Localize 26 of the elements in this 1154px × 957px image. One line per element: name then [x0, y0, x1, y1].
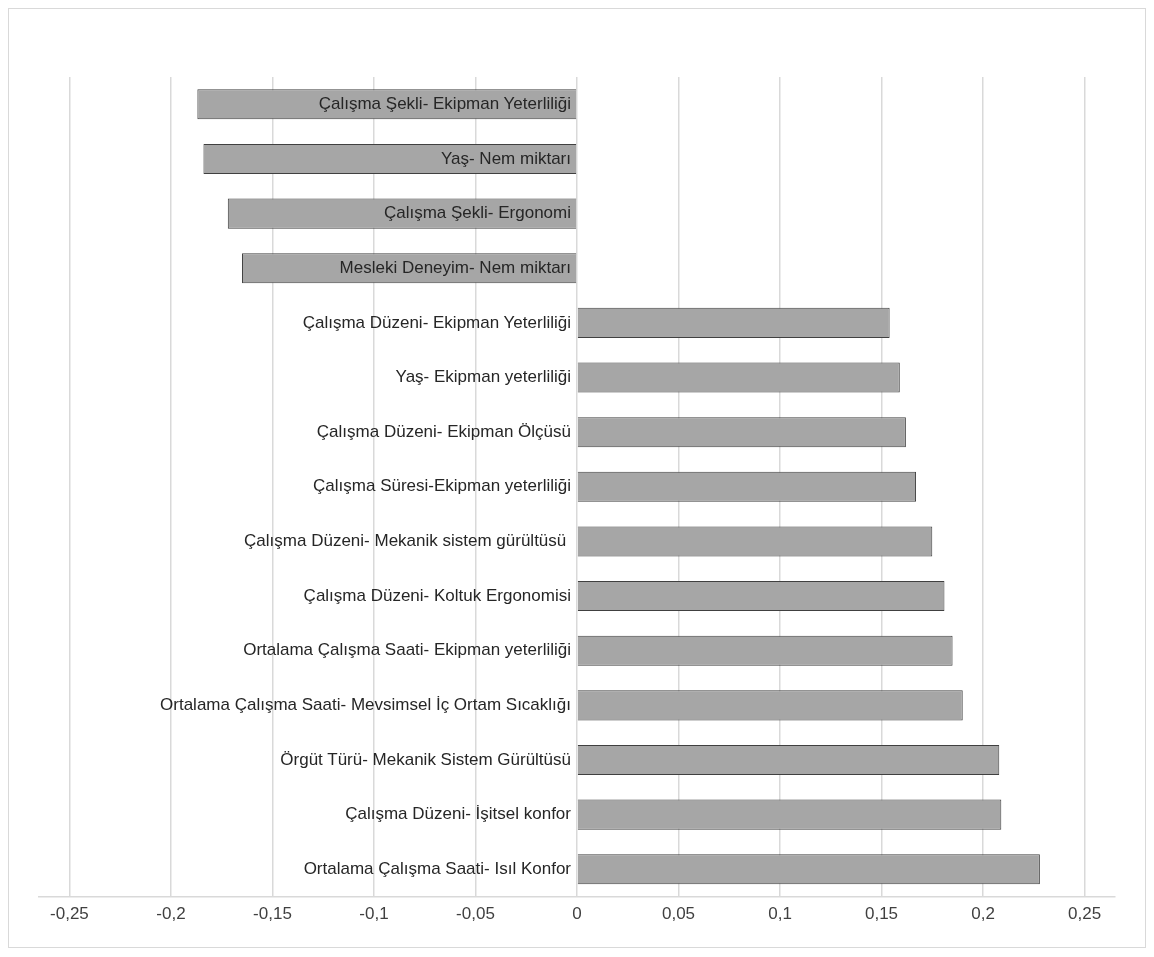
y-tick-label: Ortalama Çalışma Saati- Mevsimsel İç Ortam Sıcaklığı: [160, 695, 571, 715]
x-tick-label: 0,1: [768, 904, 792, 924]
x-tick-label: -0,1: [359, 904, 389, 924]
x-tick-label: -0,25: [50, 904, 89, 924]
y-tick-label: Yaş- Nem miktarı: [440, 148, 571, 168]
y-tick-label: Çalışma Şekli- Ergonomi: [383, 203, 571, 223]
x-tick-label: 0,05: [661, 904, 696, 924]
y-tick-label: Çalışma Şekli- Ekipman Yeterliliği: [318, 94, 571, 114]
y-tick-label: Çalışma Düzeni- Ekipman Ölçüsü: [316, 421, 571, 441]
x-tick-label: 0: [572, 904, 582, 924]
y-tick-label: Örgüt Türü- Mekanik Sistem Gürültüsü: [280, 749, 571, 769]
y-tick-label: Ortalama Çalışma Saati- Ekipman yeterliliği: [243, 640, 571, 660]
y-tick-label: Çalışma Süresi-Ekipman yeterliliği: [313, 476, 571, 496]
y-tick-label: Çalışma Düzeni- Ekipman Yeterliliği: [302, 312, 571, 332]
y-tick-label: Ortalama Çalışma Saati- Isıl Konfor: [303, 858, 572, 878]
x-tick-label: -0,15: [253, 904, 292, 924]
x-tick-label: -0,05: [456, 904, 495, 924]
y-tick-label: Yaş- Ekipman yeterliliği: [395, 367, 571, 387]
y-tick-label: Mesleki Deneyim- Nem miktarı: [339, 257, 571, 277]
y-tick-label: Çalışma Düzeni- Koltuk Ergonomisi: [303, 585, 571, 605]
x-tick-label: -0,2: [156, 904, 186, 924]
y-tick-label: Çalışma Düzeni- Mekanik sistem gürültüsü: [244, 531, 571, 551]
x-tick-label: 0,25: [1068, 904, 1102, 924]
y-tick-label: Çalışma Düzeni- İşitsel konfor: [345, 804, 572, 824]
x-tick-label: 0,2: [971, 904, 995, 924]
x-tick-label: 0,15: [864, 904, 899, 924]
